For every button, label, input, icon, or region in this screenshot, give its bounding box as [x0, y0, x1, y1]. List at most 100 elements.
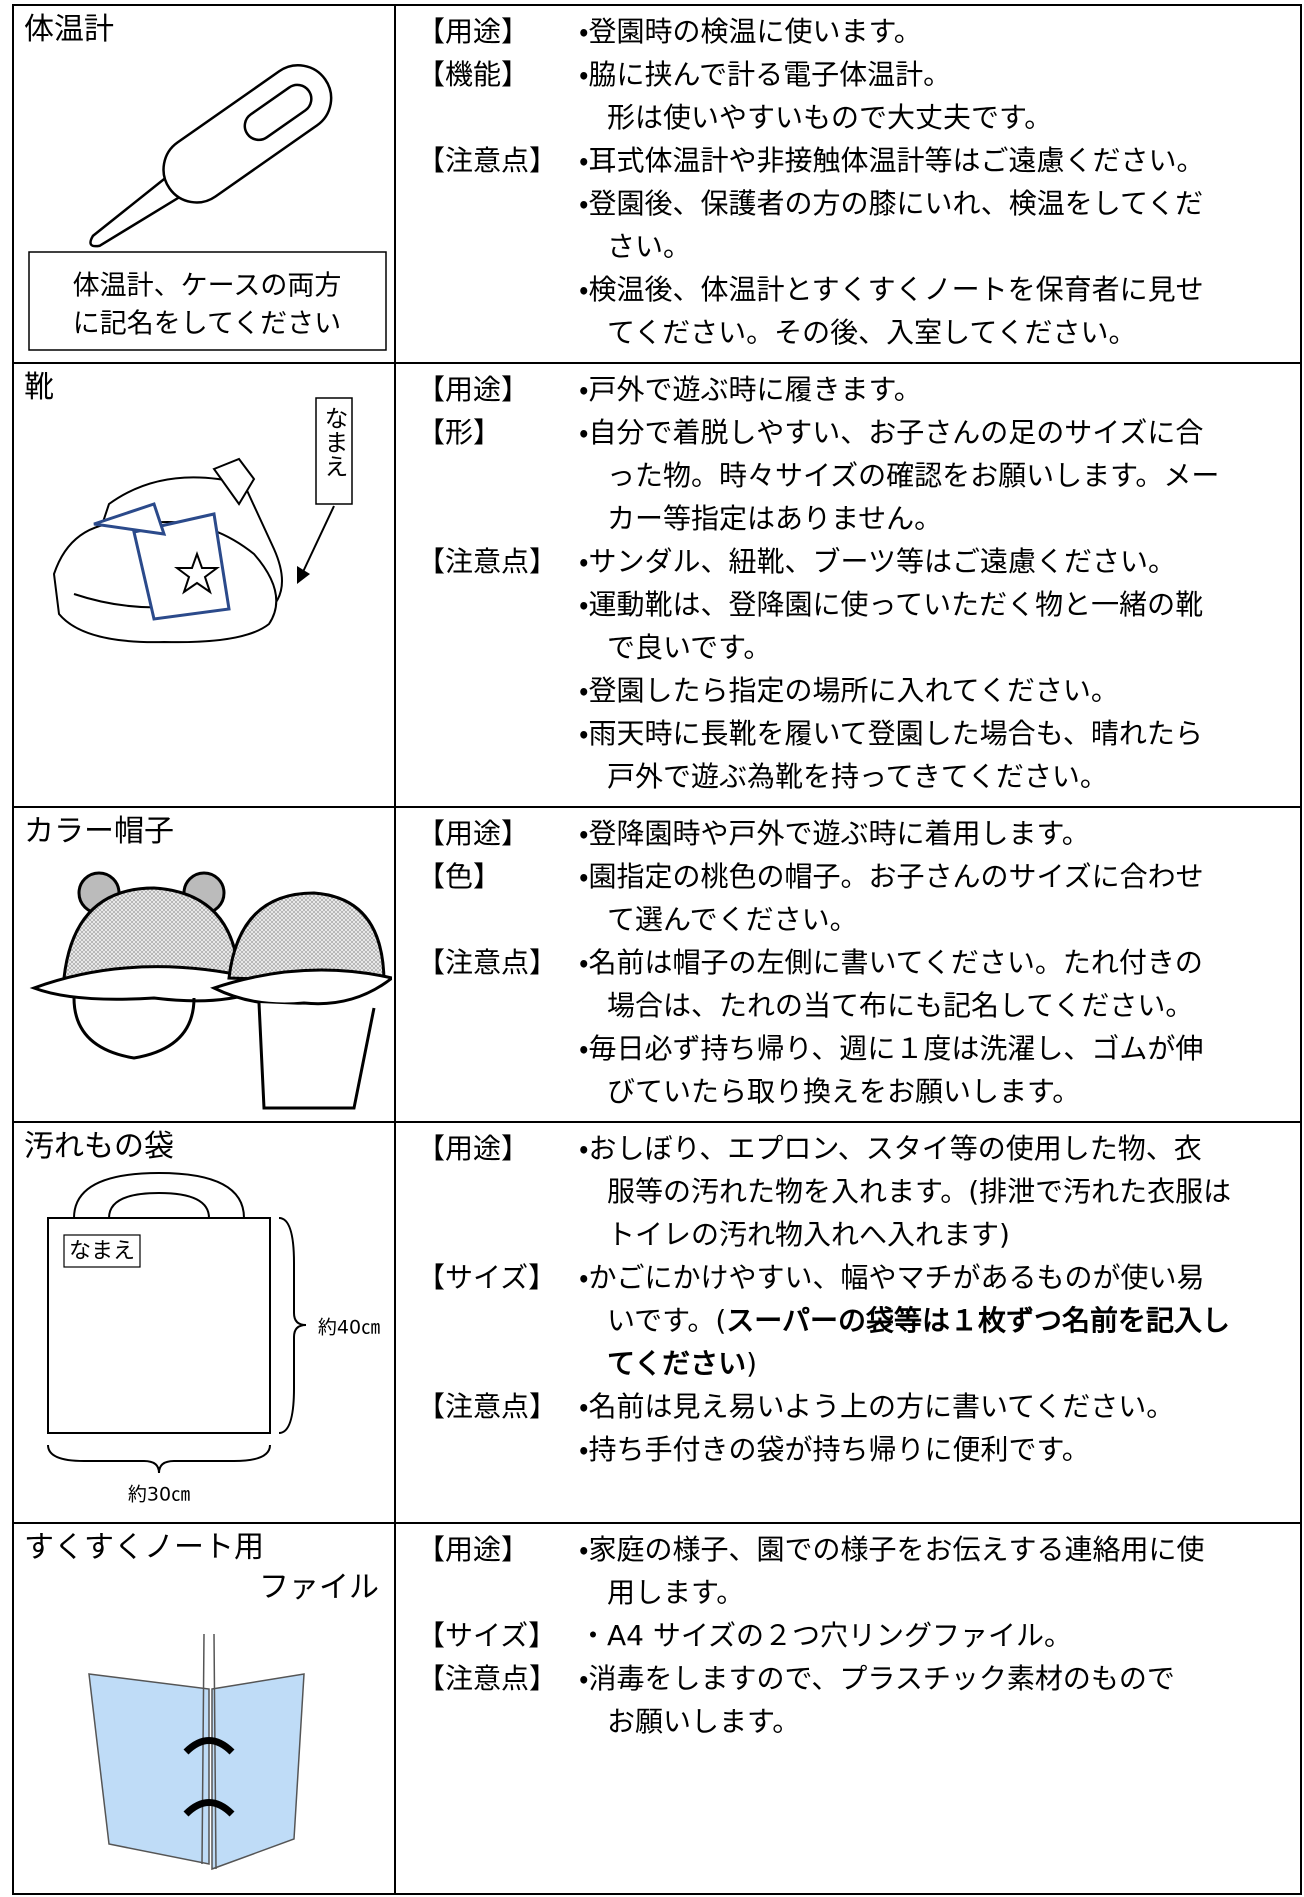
item-label: 【注意点】 — [417, 144, 558, 177]
item-text: ・耳式体温計や非接触体温計等はご遠慮ください。 — [579, 144, 1205, 177]
item-label: 【機能】 — [417, 58, 530, 91]
item-title: 靴 — [24, 370, 54, 405]
text-line: 場合は、たれの当て布にも記名してください。 — [394, 984, 1300, 1027]
item-text: ・消毒をしますので、プラスチック素材のもので — [579, 1662, 1175, 1695]
text-line: で良いです。 — [394, 626, 1300, 669]
item-title: カラー帽子 — [24, 814, 174, 849]
text-line: 【用途】 ・登降園時や戸外で遊ぶ時に着用します。 — [394, 812, 1300, 855]
shoes-drawing: なまえ — [52, 397, 353, 644]
text-line: ・持ち手付きの袋が持ち帰りに便利です。 — [394, 1428, 1300, 1471]
item-text: びていたら取り換えをお願いします。 — [607, 1075, 1081, 1108]
file-drawing — [88, 1633, 305, 1871]
item-text: ・登降園時や戸外で遊ぶ時に着用します。 — [579, 817, 1090, 850]
text-line: ・登園したら指定の場所に入れてください。 — [394, 669, 1300, 712]
item-text: ・持ち手付きの袋が持ち帰りに便利です。 — [579, 1433, 1090, 1466]
text-line: ・検温後、体温計とすくすくノートを保育者に見せ — [394, 268, 1300, 311]
item-text: 用します。 — [607, 1576, 745, 1609]
text-line: カー等指定はありません。 — [394, 497, 1300, 540]
item-cell: なまえ 靴 — [14, 364, 396, 806]
row-hat: カラー帽子 【用途】 ・登降園時や戸外で遊ぶ時に着用します。【色】 ・園指定の桃色の… — [12, 806, 1302, 1123]
item-cell: すくすくノート用 ファイル — [14, 1524, 396, 1893]
description: 【用途】 ・戸外で遊ぶ時に履きます。【形】 ・自分で着脱しやすい、お子さんの足のサイ… — [394, 368, 1300, 798]
description: 【用途】 ・おしぼり、エプロン、スタイ等の使用した物、衣 服等の汚れた物を入れます。… — [394, 1127, 1300, 1471]
row-thermometer: 体温計、ケースの両方 に記名をしてください 体温計 【用途】 ・登園時の検温に使い… — [12, 4, 1302, 364]
item-text: カー等指定はありません。 — [607, 502, 943, 535]
description: 【用途】 ・登降園時や戸外で遊ぶ時に着用します。【色】 ・園指定の桃色の帽子。お子さ… — [394, 812, 1300, 1113]
item-text: ・運動靴は、登降園に使っていただく物と一緒の靴 — [579, 588, 1204, 621]
title-line: ファイル — [259, 1570, 379, 1605]
item-text: ・家庭の様子、園での様子をお伝えする連絡用に使 — [579, 1533, 1205, 1566]
item-text: ・雨天時に長靴を履いて登園した場合も、晴れたら — [579, 717, 1203, 750]
item-title: すくすくノート用 ファイル — [24, 1528, 379, 1608]
item-cell: カラー帽子 — [14, 808, 396, 1121]
item-label: 【サイズ】 — [417, 1619, 557, 1652]
row-shoes: なまえ 靴 【用途】 ・戸外で遊ぶ時に履きます。【形】 ・自分で着脱しやすい、お子さ… — [12, 362, 1302, 808]
text-line: 【用途】 ・家庭の様子、園での様子をお伝えする連絡用に使 — [394, 1528, 1300, 1571]
item-label: 【用途】 — [417, 373, 530, 406]
item-label: 【用途】 — [417, 817, 530, 850]
item-label: 【用途】 — [417, 1533, 530, 1566]
description: 【用途】 ・登園時の検温に使います。【機能】 ・脇に挟んで計る電子体温計。形は使いや… — [394, 10, 1300, 354]
item-text: トイレの汚れ物入れへ入れます) — [607, 1218, 1010, 1251]
item-label: 【形】 — [417, 416, 502, 449]
item-label: 【注意点】 — [417, 545, 558, 578]
text-line: ・運動靴は、登降園に使っていただく物と一緒の靴 — [394, 583, 1300, 626]
text-line: 【用途】 ・おしぼり、エプロン、スタイ等の使用した物、衣 — [394, 1127, 1300, 1170]
item-label: 【注意点】 — [417, 1662, 558, 1695]
text-line: 【色】 ・園指定の桃色の帽子。お子さんのサイズに合わせ — [394, 855, 1300, 898]
item-text: った物。時々サイズの確認をお願いします。メー — [607, 459, 1220, 492]
row-file: すくすくノート用 ファイル 【用途】 ・家庭の様子、園での様子をお伝えする連絡用に… — [12, 1522, 1302, 1895]
item-text: ・検温後、体温計とすくすくノートを保育者に見せ — [579, 273, 1204, 306]
item-text: ・おしぼり、エプロン、スタイ等の使用した物、衣 — [579, 1132, 1202, 1165]
text-line: 用します。 — [394, 1571, 1300, 1614]
item-text: ・かごにかけやすい、幅やマチがあるものが使い易 — [579, 1261, 1205, 1294]
item-text: 戸外で遊ぶ為靴を持ってきてください。 — [607, 760, 1108, 793]
item-text: 場合は、たれの当て布にも記名してください。 — [607, 989, 1194, 1022]
text-line: 戸外で遊ぶ為靴を持ってきてください。 — [394, 755, 1300, 798]
item-title: 汚れもの袋 — [24, 1129, 174, 1164]
item-text: ・登園後、保護者の方の膝にいれ、検温をしてくだ — [579, 187, 1204, 220]
description: 【用途】 ・家庭の様子、園での様子をお伝えする連絡用に使用します。【サイズ】 ・A4… — [394, 1528, 1300, 1743]
text-line: てください。その後、入室してください。 — [394, 311, 1300, 354]
item-text: で良いです。 — [607, 631, 772, 664]
note-line: 体温計、ケースの両方 — [73, 271, 342, 302]
item-text: ・自分で着脱しやすい、お子さんの足のサイズに合 — [579, 416, 1204, 449]
text-line: 【サイズ】 ・かごにかけやすい、幅やマチがあるものが使い易 — [394, 1256, 1300, 1299]
item-title: 体温計 — [24, 12, 114, 47]
item-label: 【サイズ】 — [417, 1261, 557, 1294]
item-text: さい。 — [607, 230, 692, 263]
text-line: トイレの汚れ物入れへ入れます) — [394, 1213, 1300, 1256]
item-label: 【用途】 — [417, 15, 530, 48]
item-text: ・登園したら指定の場所に入れてください。 — [579, 674, 1119, 707]
text-line: ・雨天時に長靴を履いて登園した場合も、晴れたら — [394, 712, 1300, 755]
item-label: 【用途】 — [417, 1132, 530, 1165]
item-text: ・脇に挟んで計る電子体温計。 — [579, 58, 952, 91]
item-text: ・登園時の検温に使います。 — [579, 15, 922, 48]
item-text: お願いします。 — [607, 1705, 801, 1738]
thermometer-drawing: 体温計、ケースの両方 に記名をしてください — [28, 64, 387, 351]
text-line: さい。 — [394, 225, 1300, 268]
text-line: て選んでください。 — [394, 898, 1300, 941]
dimension-label: 約30㎝ — [128, 1484, 190, 1506]
bag-drawing: なまえ 約40㎝ 約30㎝ — [47, 1171, 380, 1506]
title-line: すくすくノート用 — [24, 1530, 264, 1565]
text-line: ・登園後、保護者の方の膝にいれ、検温をしてくだ — [394, 182, 1300, 225]
item-label: 【色】 — [417, 860, 502, 893]
hat-drawing — [29, 871, 392, 1110]
item-text: ・サンダル、紐靴、ブーツ等はご遠慮ください。 — [579, 545, 1176, 578]
item-text: てください) — [607, 1342, 757, 1385]
item-cell: なまえ 約40㎝ 約30㎝ 汚れもの袋 — [14, 1123, 396, 1522]
text-line: 【注意点】 ・名前は帽子の左側に書いてください。たれ付きの — [394, 941, 1300, 984]
row-bag: なまえ 約40㎝ 約30㎝ 汚れもの袋 【用途】 ・おしぼり、エプロン、スタイ等の… — [12, 1121, 1302, 1524]
item-text: 形は使いやすいもので大丈夫です。 — [607, 101, 1053, 134]
text-segment: てください — [607, 1347, 747, 1380]
item-text: いです。(スーパーの袋等は１枚ずつ名前を記入し — [607, 1299, 1230, 1342]
text-line: った物。時々サイズの確認をお願いします。メー — [394, 454, 1300, 497]
text-line: 【サイズ】 ・A4 サイズの２つ穴リングファイル。 — [394, 1614, 1300, 1657]
item-text: て選んでください。 — [607, 903, 858, 936]
item-text: ・戸外で遊ぶ時に履きます。 — [579, 373, 922, 406]
text-line: 【形】 ・自分で着脱しやすい、お子さんの足のサイズに合 — [394, 411, 1300, 454]
text-segment: ) — [746, 1347, 758, 1380]
text-line: びていたら取り換えをお願いします。 — [394, 1070, 1300, 1113]
item-text: ・名前は帽子の左側に書いてください。たれ付きの — [579, 946, 1203, 979]
